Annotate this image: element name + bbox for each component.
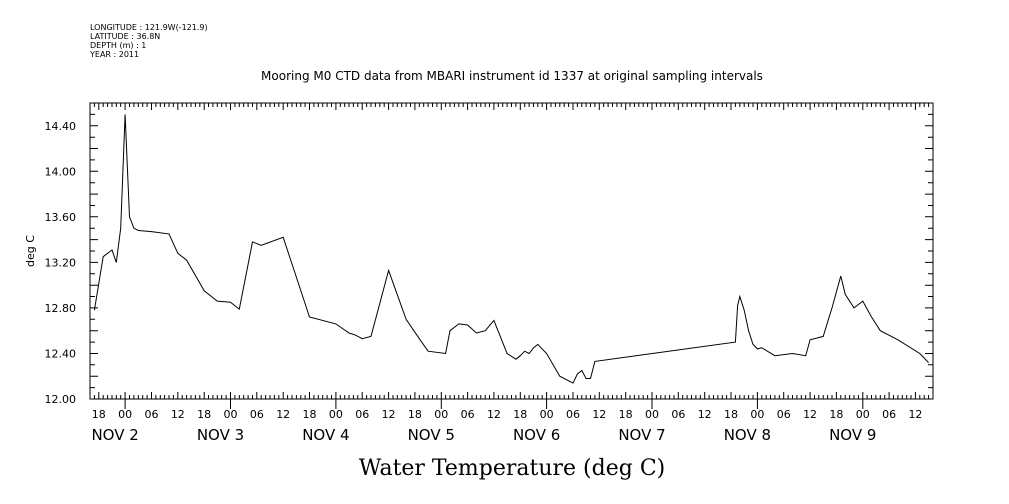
- x-tick-label: 00: [224, 408, 238, 421]
- y-tick-label: 14.00: [45, 165, 77, 178]
- y-tick-label: 12.40: [45, 347, 77, 360]
- x-tick-labels: 18 00 06 12 18 00 06 12 18 00 06 12 18 00 06 12 18 00 06 12…: [92, 408, 923, 421]
- x-axis-label: Water Temperature (deg C): [359, 456, 666, 481]
- x-tick-label: 12: [171, 408, 185, 421]
- day-label: NOV 3: [197, 426, 244, 444]
- x-tick-label: 06: [671, 408, 685, 421]
- x-tick-label: 00: [434, 408, 448, 421]
- x-tick-label: 12: [908, 408, 922, 421]
- x-tick-label: 12: [487, 408, 501, 421]
- y-tick-label: 12.00: [45, 393, 77, 406]
- x-tick-label: 00: [329, 408, 343, 421]
- x-tick-label: 06: [882, 408, 896, 421]
- x-tick-label: 18: [724, 408, 738, 421]
- x-tick-label: 06: [461, 408, 475, 421]
- x-tick-label: 00: [118, 408, 132, 421]
- x-tick-label: 00: [540, 408, 554, 421]
- day-label: NOV 7: [618, 426, 665, 444]
- chart-title: Mooring M0 CTD data from MBARI instrumen…: [261, 69, 763, 83]
- day-label: NOV 2: [91, 426, 138, 444]
- year-label: YEAR : 2011: [89, 50, 139, 59]
- x-tick-label: 18: [829, 408, 843, 421]
- longitude-label: LONGITUDE : 121.9W(-121.9): [90, 23, 208, 32]
- day-label: NOV 6: [513, 426, 560, 444]
- x-tick-label: 18: [197, 408, 211, 421]
- x-tick-label: 18: [92, 408, 106, 421]
- day-labels: NOV 2 NOV 3 NOV 4 NOV 5 NOV 6 NOV 7 NOV 8 NOV 9: [91, 426, 876, 444]
- x-tick-label: 12: [698, 408, 712, 421]
- x-tick-label: 18: [408, 408, 422, 421]
- axis-ticks-path: [89, 102, 934, 409]
- y-tick-label: 14.40: [45, 120, 77, 133]
- x-tick-label: 00: [856, 408, 870, 421]
- y-tick-label: 13.20: [45, 256, 77, 269]
- x-tick-label: 12: [803, 408, 817, 421]
- x-tick-label: 12: [592, 408, 606, 421]
- x-tick-label: 12: [276, 408, 290, 421]
- y-tick-label: 13.60: [45, 211, 77, 224]
- day-label: NOV 5: [408, 426, 455, 444]
- y-tick-labels: 12.00 12.40 12.80 13.20 13.60 14.00 14.40: [45, 120, 77, 406]
- x-tick-label: 00: [645, 408, 659, 421]
- y-tick-label: 12.80: [45, 302, 77, 315]
- x-tick-label: 18: [619, 408, 633, 421]
- x-tick-label: 06: [566, 408, 580, 421]
- x-tick-label: 06: [355, 408, 369, 421]
- day-label: NOV 9: [829, 426, 876, 444]
- day-label: NOV 4: [302, 426, 349, 444]
- x-tick-label: 18: [303, 408, 317, 421]
- y-axis-label: deg C: [24, 235, 37, 267]
- plot-frame: [89, 102, 934, 400]
- depth-label: DEPTH (m) : 1: [90, 41, 146, 50]
- x-tick-label: 00: [750, 408, 764, 421]
- latitude-label: LATITUDE : 36.8N: [90, 32, 160, 41]
- tick-marks: [89, 102, 934, 409]
- day-label: NOV 8: [724, 426, 771, 444]
- water-temperature-line: [93, 114, 929, 384]
- x-tick-label: 06: [144, 408, 158, 421]
- x-tick-label: 06: [250, 408, 264, 421]
- x-tick-label: 06: [777, 408, 791, 421]
- x-tick-label: 18: [513, 408, 527, 421]
- x-tick-label: 12: [382, 408, 396, 421]
